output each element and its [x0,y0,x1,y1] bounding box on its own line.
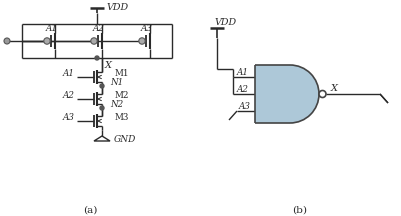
Circle shape [95,56,99,60]
Text: A1: A1 [46,24,58,32]
Text: A2: A2 [237,84,248,94]
Text: A2: A2 [93,24,105,32]
Text: X: X [330,84,337,92]
Text: VDD: VDD [107,3,129,11]
Text: A3: A3 [239,102,250,111]
Text: M2: M2 [115,91,129,100]
Text: N2: N2 [110,100,123,108]
Bar [254,65,289,123]
Wedge shape [289,65,318,123]
Circle shape [91,38,97,44]
Text: A3: A3 [63,113,75,121]
Circle shape [100,106,104,110]
Circle shape [100,84,104,88]
Circle shape [4,38,10,44]
Text: (b): (b) [292,205,307,214]
Text: GND: GND [114,135,136,143]
Circle shape [138,38,145,44]
Text: N1: N1 [110,78,123,86]
Text: VDD: VDD [215,17,237,27]
Text: A3: A3 [141,24,153,32]
Circle shape [318,91,325,97]
Circle shape [44,38,50,44]
Text: M3: M3 [115,113,129,121]
Text: A2: A2 [63,91,75,100]
Text: A1: A1 [63,68,75,78]
Text: M1: M1 [115,68,129,78]
Text: A1: A1 [237,68,248,76]
Text: X: X [105,60,112,70]
Text: (a): (a) [83,205,97,214]
